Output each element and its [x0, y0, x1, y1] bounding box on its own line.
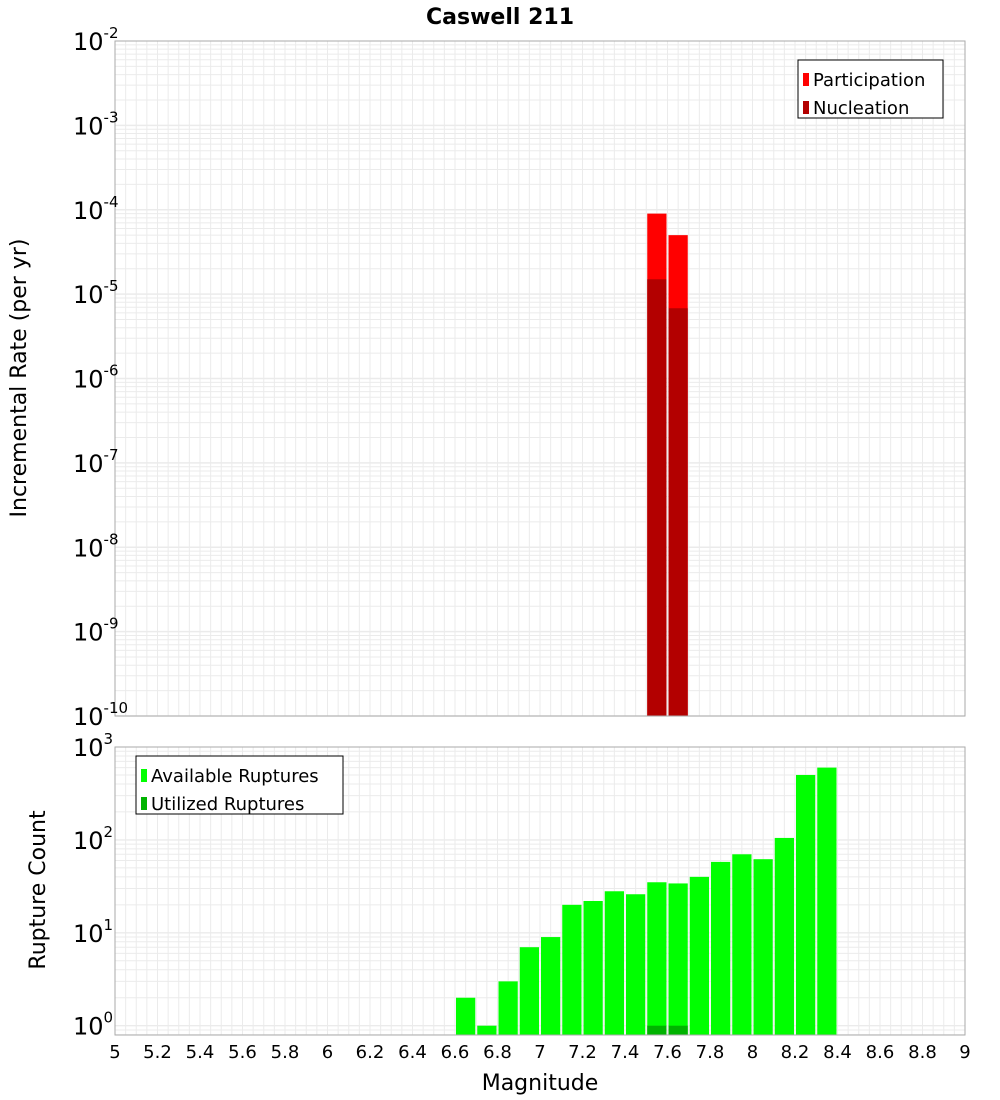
- top-y-tick-label: 10-2: [73, 24, 119, 56]
- bottom-bar-available-ruptures: [774, 837, 794, 1035]
- x-tick-label: 7.4: [611, 1042, 640, 1063]
- bottom-bar-available-ruptures: [817, 767, 837, 1035]
- bottom-legend-swatch: [141, 797, 147, 810]
- bottom-bar-available-ruptures: [477, 1025, 497, 1035]
- bottom-bar-available-ruptures: [732, 854, 752, 1035]
- top-y-tick-label: 10-10: [73, 699, 128, 731]
- x-tick-label: 6.6: [441, 1042, 470, 1063]
- top-y-ticks: 10-2 10-3 10-4 10-5 10-6 10-7 10-8 10-9 10-10: [73, 24, 128, 731]
- top-y-axis-label: Incremental Rate (per yr): [7, 239, 32, 518]
- bottom-bar-utilized-ruptures: [668, 1025, 688, 1035]
- x-tick-label: 6.2: [356, 1042, 385, 1063]
- bottom-bar-available-ruptures: [541, 937, 561, 1035]
- bottom-plot-frame: [114, 746, 966, 1036]
- top-y-tick-label: 10-8: [73, 530, 119, 562]
- bottom-legend-swatch: [141, 769, 147, 782]
- x-tick-label: 7.6: [653, 1042, 682, 1063]
- top-y-tick-label: 10-6: [73, 362, 119, 394]
- bottom-bar-available-ruptures: [668, 883, 688, 1035]
- bottom-bar-available-ruptures: [711, 861, 731, 1035]
- top-legend-swatch: [803, 101, 809, 114]
- bottom-bar-available-ruptures: [498, 981, 518, 1035]
- bottom-bar-available-ruptures: [456, 997, 476, 1035]
- bottom-bars: [456, 767, 837, 1035]
- bottom-bar-available-ruptures: [604, 891, 624, 1035]
- bottom-bar-available-ruptures: [647, 882, 667, 1035]
- top-plot-panel: 10-2 10-3 10-4 10-5 10-6 10-7 10-8 10-9 10-10: [73, 24, 966, 731]
- x-tick-label: 7: [534, 1042, 545, 1063]
- x-tick-label: 5.8: [271, 1042, 300, 1063]
- bottom-y-tick-label: 103: [73, 730, 113, 762]
- bottom-legend-box: [135, 755, 344, 815]
- top-legend-entry: Nucleation: [813, 98, 909, 119]
- bottom-bar-available-ruptures: [753, 859, 773, 1035]
- x-ticks: 5 5.2 5.4 5.6 5.8 6 6.2 6.4 6.6 6.8 7 7.2 7.4 7.6 7.8 8…: [109, 1042, 970, 1063]
- bottom-y-ticks: 103 102 101 100: [73, 730, 113, 1041]
- top-y-tick-label: 10-9: [73, 615, 119, 647]
- top-y-tick-label: 10-3: [73, 108, 119, 140]
- bottom-y-tick-label: 102: [73, 823, 113, 855]
- bottom-y-tick-label: 100: [73, 1009, 113, 1041]
- bottom-bar-available-ruptures: [583, 900, 603, 1035]
- bottom-plot-panel: 103 102 101 100: [73, 730, 966, 1041]
- bottom-legend-entry: Available Ruptures: [151, 766, 319, 787]
- chart-title: Caswell 211: [426, 5, 574, 30]
- x-tick-label: 7.8: [696, 1042, 725, 1063]
- bottom-bar-available-ruptures: [689, 876, 709, 1035]
- x-tick-label: 5.6: [228, 1042, 257, 1063]
- x-tick-label: 9: [959, 1042, 970, 1063]
- x-tick-label: 5.2: [143, 1042, 172, 1063]
- top-y-tick-label: 10-4: [73, 193, 119, 225]
- x-tick-label: 5: [109, 1042, 120, 1063]
- bottom-bar-available-ruptures: [519, 947, 539, 1035]
- x-tick-label: 8: [747, 1042, 758, 1063]
- bottom-legend: Available Ruptures Utilized Ruptures: [135, 755, 344, 815]
- x-tick-label: 6.4: [398, 1042, 427, 1063]
- bottom-bar-utilized-ruptures: [647, 1025, 667, 1035]
- top-grid: [114, 41, 966, 717]
- top-bar-nucleation: [668, 308, 688, 716]
- x-tick-label: 8.4: [823, 1042, 852, 1063]
- x-tick-label: 6.8: [483, 1042, 512, 1063]
- x-tick-label: 8.6: [866, 1042, 895, 1063]
- bottom-y-axis-label: Rupture Count: [26, 810, 51, 970]
- x-tick-label: 7.2: [568, 1042, 597, 1063]
- x-axis-label: Magnitude: [482, 1071, 599, 1096]
- bottom-bar-available-ruptures: [562, 904, 582, 1035]
- top-bar-nucleation: [647, 279, 667, 716]
- bottom-bar-available-ruptures: [796, 774, 816, 1035]
- top-bars: [647, 213, 688, 717]
- x-tick-label: 6: [322, 1042, 333, 1063]
- x-tick-label: 8.2: [781, 1042, 810, 1063]
- x-tick-label: 5.4: [186, 1042, 215, 1063]
- top-y-tick-label: 10-5: [73, 277, 119, 309]
- top-plot-frame: [114, 40, 966, 717]
- top-y-tick-label: 10-7: [73, 446, 119, 478]
- top-legend-swatch: [803, 73, 809, 86]
- bottom-bar-available-ruptures: [626, 894, 646, 1035]
- top-legend: Participation Nucleation: [797, 59, 944, 119]
- x-tick-label: 8.8: [908, 1042, 937, 1063]
- top-legend-entry: Participation: [813, 70, 925, 91]
- top-legend-box: [797, 59, 944, 119]
- bottom-y-tick-label: 101: [73, 916, 113, 948]
- bottom-legend-entry: Utilized Ruptures: [151, 794, 304, 815]
